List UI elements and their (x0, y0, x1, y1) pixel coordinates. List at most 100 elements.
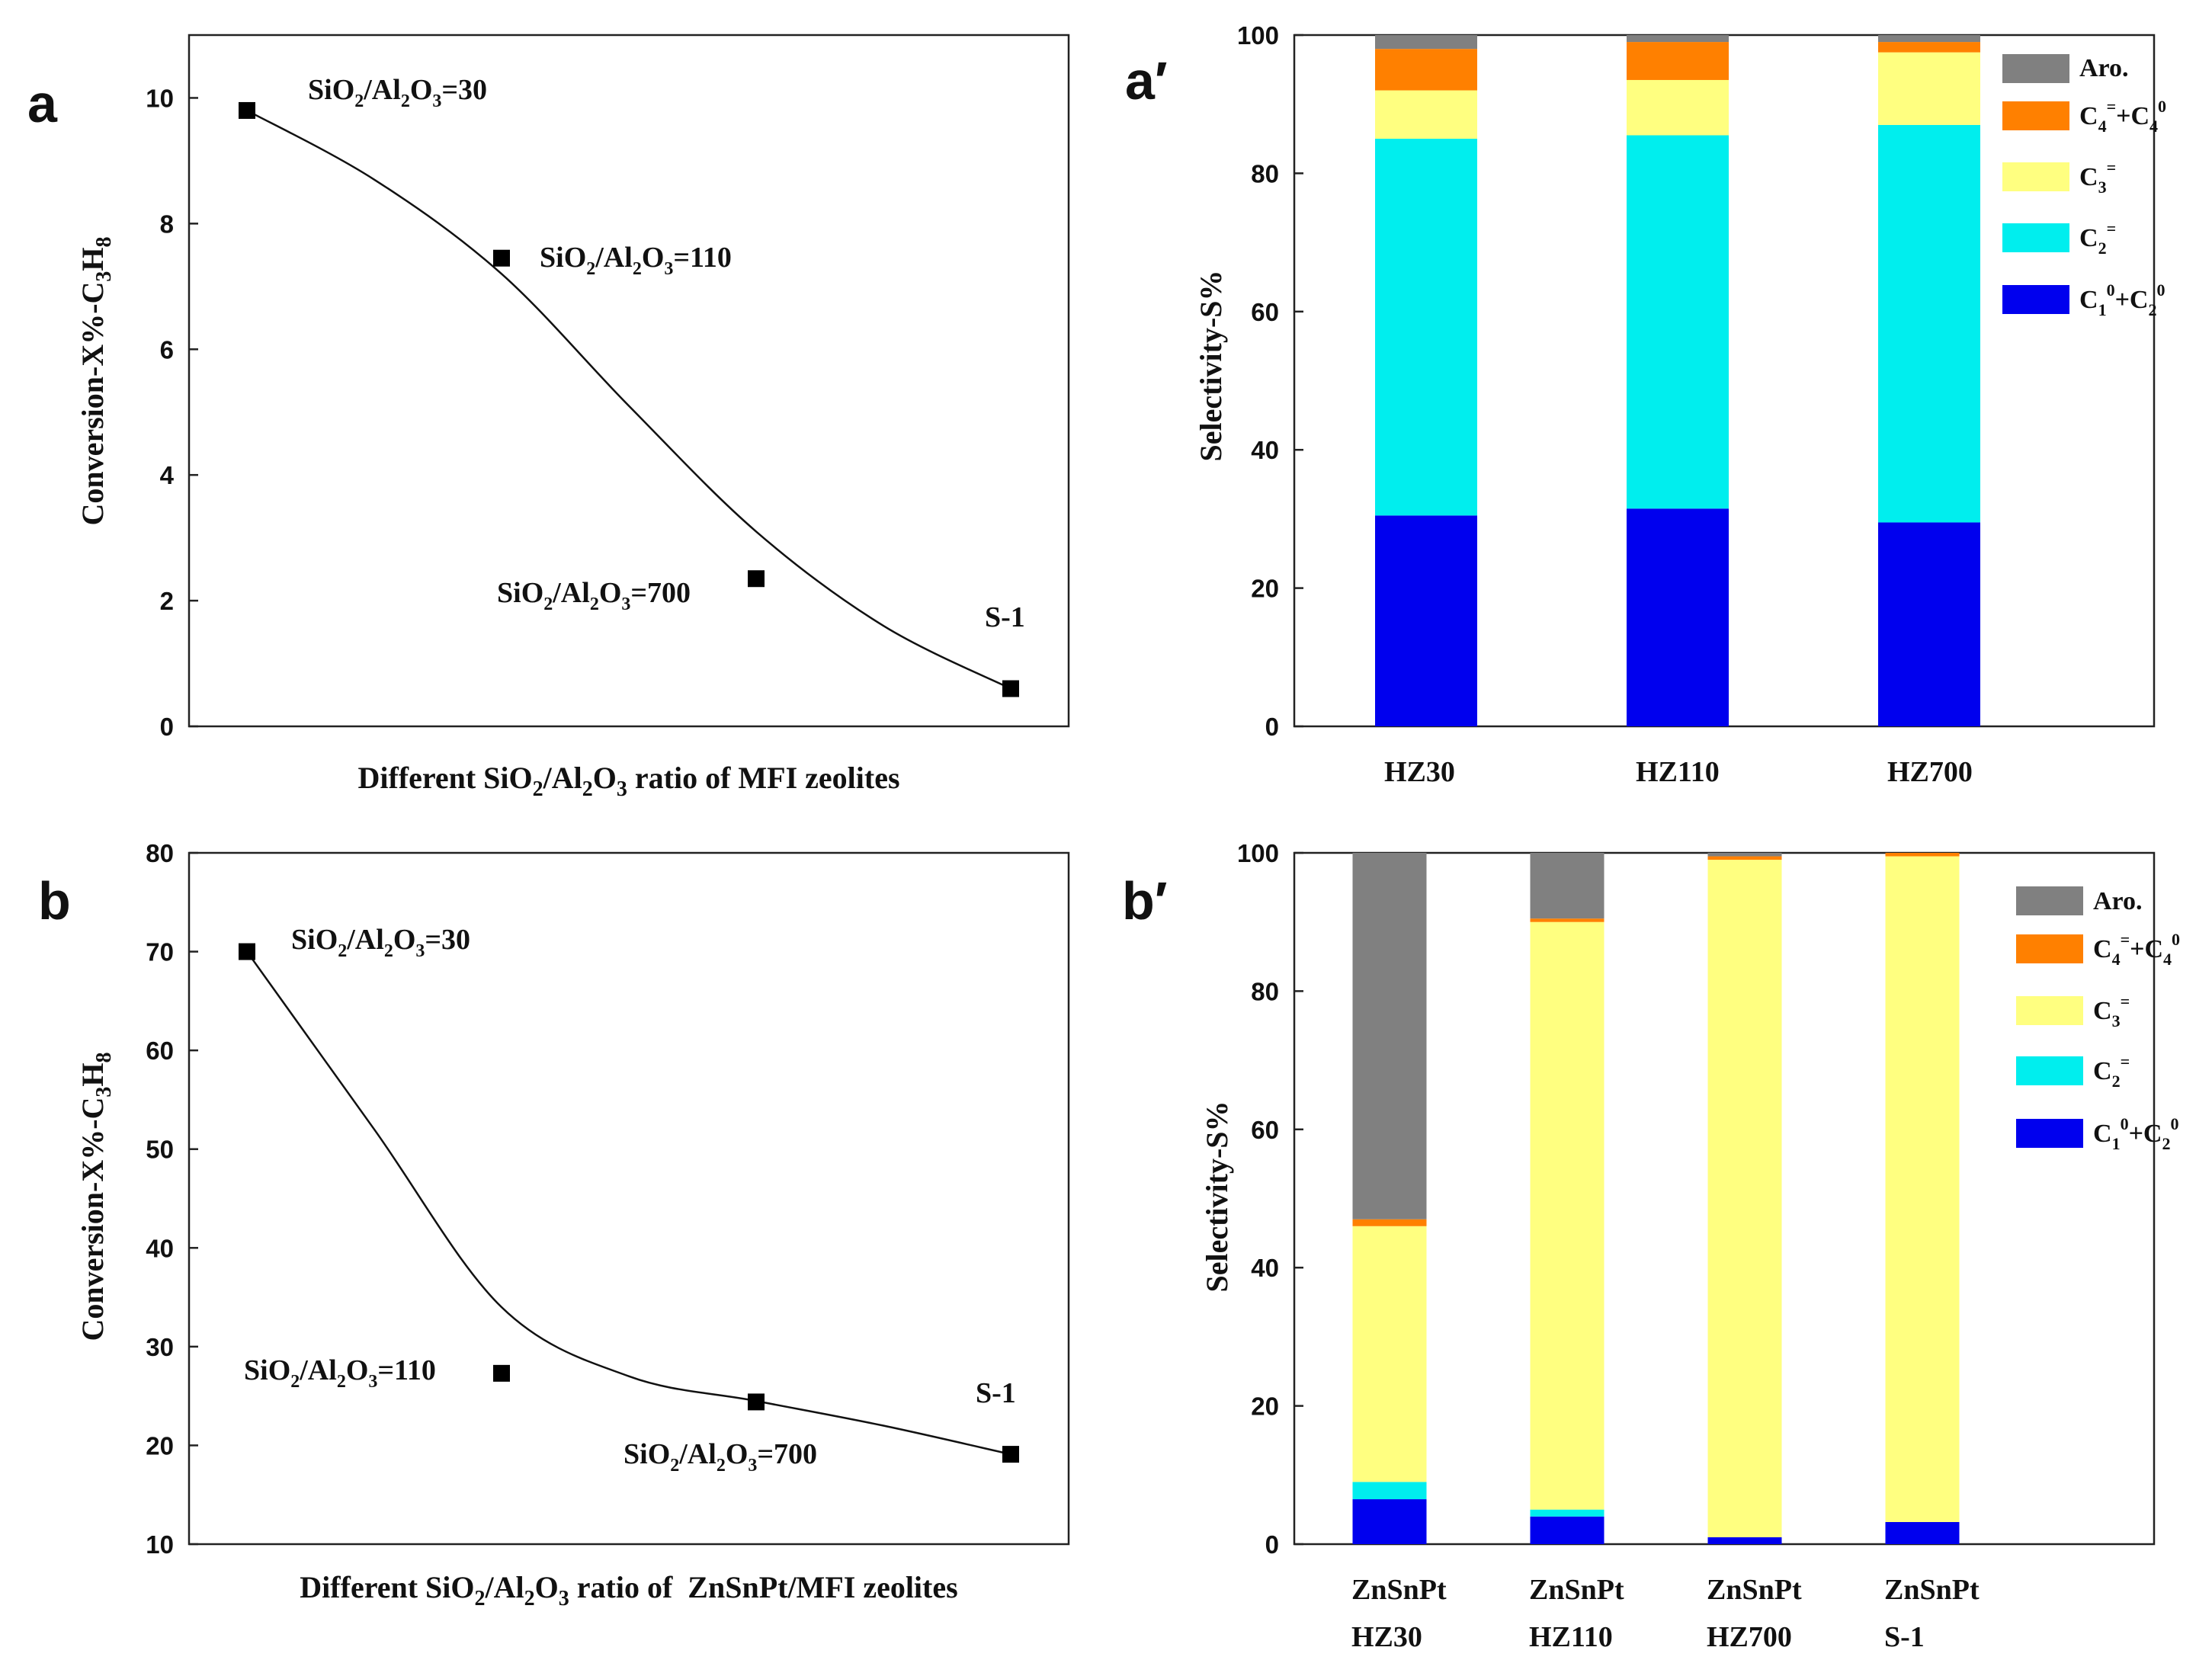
bar-segment-b-prime-2-aro (1530, 853, 1605, 919)
point-label-s1-b: S-1 (976, 1377, 1016, 1409)
y-tick-label-a-prime-100: 100 (1237, 21, 1279, 50)
data-point-b-3 (748, 1393, 765, 1411)
point-label-sar700: SiO2/Al2O3=700 (497, 577, 691, 614)
y-tick-label-a-prime-0: 0 (1265, 713, 1279, 741)
y-tick-label-a-prime-80: 80 (1251, 159, 1279, 187)
legend-swatch-aro (2002, 54, 2069, 83)
bar-segment-a-prime-3-c2ene (1878, 124, 1980, 523)
legend-label-c4-b: C4=+C40 (2093, 930, 2180, 969)
y-tick-label-b-40: 40 (146, 1234, 174, 1262)
bar-segment-a-prime-2-aro (1627, 35, 1729, 43)
bar-segment-a-prime-2-c4ene-c4ane (1627, 42, 1729, 80)
point-label-sar30: SiO2/Al2O3=30 (308, 74, 487, 111)
y-tick-label-b-prime-40: 40 (1251, 1254, 1279, 1282)
point-label-sar110-b: SiO2/Al2O3=110 (244, 1354, 436, 1392)
panel-letter-b-prime: b′ (1122, 871, 1168, 931)
category-label-a-prime-1: HZ30 (1384, 756, 1455, 788)
trend-line-a (246, 109, 1011, 690)
category-label-a-prime-3: HZ700 (1887, 756, 1973, 788)
data-point-b-1 (239, 943, 255, 960)
data-point-b-4 (1002, 1446, 1019, 1463)
bar-segment-a-prime-2-c2ene (1627, 135, 1729, 509)
legend-b-prime: Aro. C4=+C40 C3= C2= C10+C20 (2016, 886, 2180, 1153)
data-point-a-1 (239, 101, 255, 119)
legend-label-aro: Aro. (2079, 54, 2129, 82)
bar-segment-a-prime-1-c2ene (1375, 139, 1477, 516)
category-labels-a-prime: HZ30 HZ110 HZ700 (1384, 756, 1973, 788)
bar-segment-b-prime-4-c4ene-c4ane (1885, 853, 1960, 857)
bar-segment-b-prime-2-c2ene (1530, 1509, 1605, 1517)
bar-segment-a-prime-1-aro (1375, 35, 1477, 50)
y-tick-label-b-50: 50 (146, 1136, 174, 1164)
y-axis-title-a-prime: Selectivity-S% (1194, 270, 1228, 461)
y-tick-label-b-prime-20: 20 (1251, 1392, 1279, 1421)
y-tick-label-a-8: 8 (160, 210, 174, 238)
y-tick-label-a-4: 4 (160, 461, 175, 489)
data-point-a-4 (1002, 680, 1019, 697)
y-tick-label-a-10: 10 (146, 84, 174, 112)
panel-b-prime: b′ 0 20 40 60 80 100 ZnSnPt HZ30 ZnSnPt HZ110 ZnS… (1122, 839, 2180, 1653)
bar-segment-b-prime-3-c4ene-c4ane (1707, 856, 1782, 860)
bar-segment-a-prime-1-c3ene (1375, 90, 1477, 139)
panel-letter-a: a (27, 74, 58, 133)
data-point-a-2 (493, 249, 510, 267)
legend-swatch-c1c2 (2002, 285, 2069, 314)
panel-b: b 10 20 30 40 50 60 70 80 SiO2/Al2O3=30 SiO2/Al… (38, 839, 1070, 1610)
y-tick-label-b-prime-80: 80 (1251, 977, 1279, 1005)
panel-a-prime: a′ 0 20 40 60 80 100 HZ30 HZ110 HZ700 Selectivi… (1125, 21, 2166, 788)
point-label-s1: S-1 (985, 601, 1025, 633)
y-tick-label-b-10: 10 (146, 1530, 174, 1559)
legend-label-c1c2: C10+C20 (2079, 280, 2166, 319)
stacked-bars-b-prime (1352, 853, 1960, 1544)
legend-label-c2-b: C2= (2093, 1052, 2130, 1091)
legend-label-c4: C4=+C40 (2079, 97, 2166, 136)
y-tick-label-b-prime-100: 100 (1237, 839, 1279, 867)
bar-segment-a-prime-3-c4ene-c4ane (1878, 42, 1980, 53)
category-label-b-prime-2: ZnSnPt HZ110 (1529, 1574, 1624, 1653)
trend-line-b (245, 950, 1011, 1456)
trend-curve-a (246, 109, 1011, 690)
y-axis-a-prime: 0 20 40 60 80 100 (1237, 21, 1303, 741)
legend-label-aro-b: Aro. (2093, 887, 2143, 915)
legend-label-c3-b: C3= (2093, 992, 2130, 1030)
point-labels-b: SiO2/Al2O3=30 SiO2/Al2O3=110 SiO2/Al2O3=… (244, 924, 1016, 1476)
category-label-b-prime-4: ZnSnPt S-1 (1884, 1574, 1980, 1653)
stacked-bars-a-prime (1375, 35, 1980, 726)
legend-label-c2: C2= (2079, 219, 2116, 258)
plot-frame-a (188, 34, 1070, 728)
point-label-sar30-b: SiO2/Al2O3=30 (291, 924, 470, 961)
panel-letter-a-prime: a′ (1125, 51, 1168, 111)
bar-segment-b-prime-4-c3ene (1885, 856, 1960, 1522)
legend-swatch-c4 (2002, 101, 2069, 130)
category-label-a-prime-2: HZ110 (1636, 756, 1720, 788)
bar-segment-b-prime-1-aro (1352, 853, 1427, 1219)
category-label-b-prime-1: ZnSnPt HZ30 (1351, 1574, 1447, 1653)
bar-segment-b-prime-2-c3ene (1530, 921, 1605, 1510)
y-tick-label-b-prime-60: 60 (1251, 1116, 1279, 1144)
bar-segment-b-prime-1-c2ene (1352, 1482, 1427, 1500)
legend-a-prime: Aro. C4=+C40 C3= C2= C10+C20 (2002, 54, 2166, 319)
bar-segment-a-prime-1-c4ene-c4ane (1375, 49, 1477, 91)
legend-swatch-c1c2-b (2016, 1119, 2083, 1148)
y-tick-label-b-30: 30 (146, 1333, 174, 1361)
x-axis-title-b: Different SiO2/Al2O3 ratio of ZnSnPt/MFI… (300, 1570, 957, 1610)
trend-curve-b (245, 950, 1011, 1456)
bar-segment-b-prime-1-c3ene (1352, 1226, 1427, 1482)
bar-segment-b-prime-2-c1ane-c2 (1530, 1516, 1605, 1544)
point-label-sar110: SiO2/Al2O3=110 (540, 242, 732, 279)
bar-segment-a-prime-1-c1ane-c2 (1375, 515, 1477, 726)
data-point-b-2 (493, 1364, 510, 1382)
x-axis-title-a: Different SiO2/Al2O3 ratio of MFI zeolit… (357, 761, 899, 801)
data-point-a-3 (748, 570, 765, 588)
y-tick-label-a-prime-60: 60 (1251, 298, 1279, 326)
category-label-b-prime-3: ZnSnPt HZ700 (1707, 1574, 1802, 1653)
y-tick-label-b-80: 80 (146, 839, 174, 867)
y-tick-label-b-prime-0: 0 (1265, 1530, 1279, 1559)
y-tick-label-b-70: 70 (146, 938, 174, 966)
legend-swatch-c2 (2002, 223, 2069, 252)
y-tick-label-a-2: 2 (160, 587, 174, 615)
y-tick-label-a-0: 0 (160, 713, 174, 741)
data-points-a (239, 101, 1019, 697)
bar-segment-a-prime-3-c3ene (1878, 52, 1980, 125)
